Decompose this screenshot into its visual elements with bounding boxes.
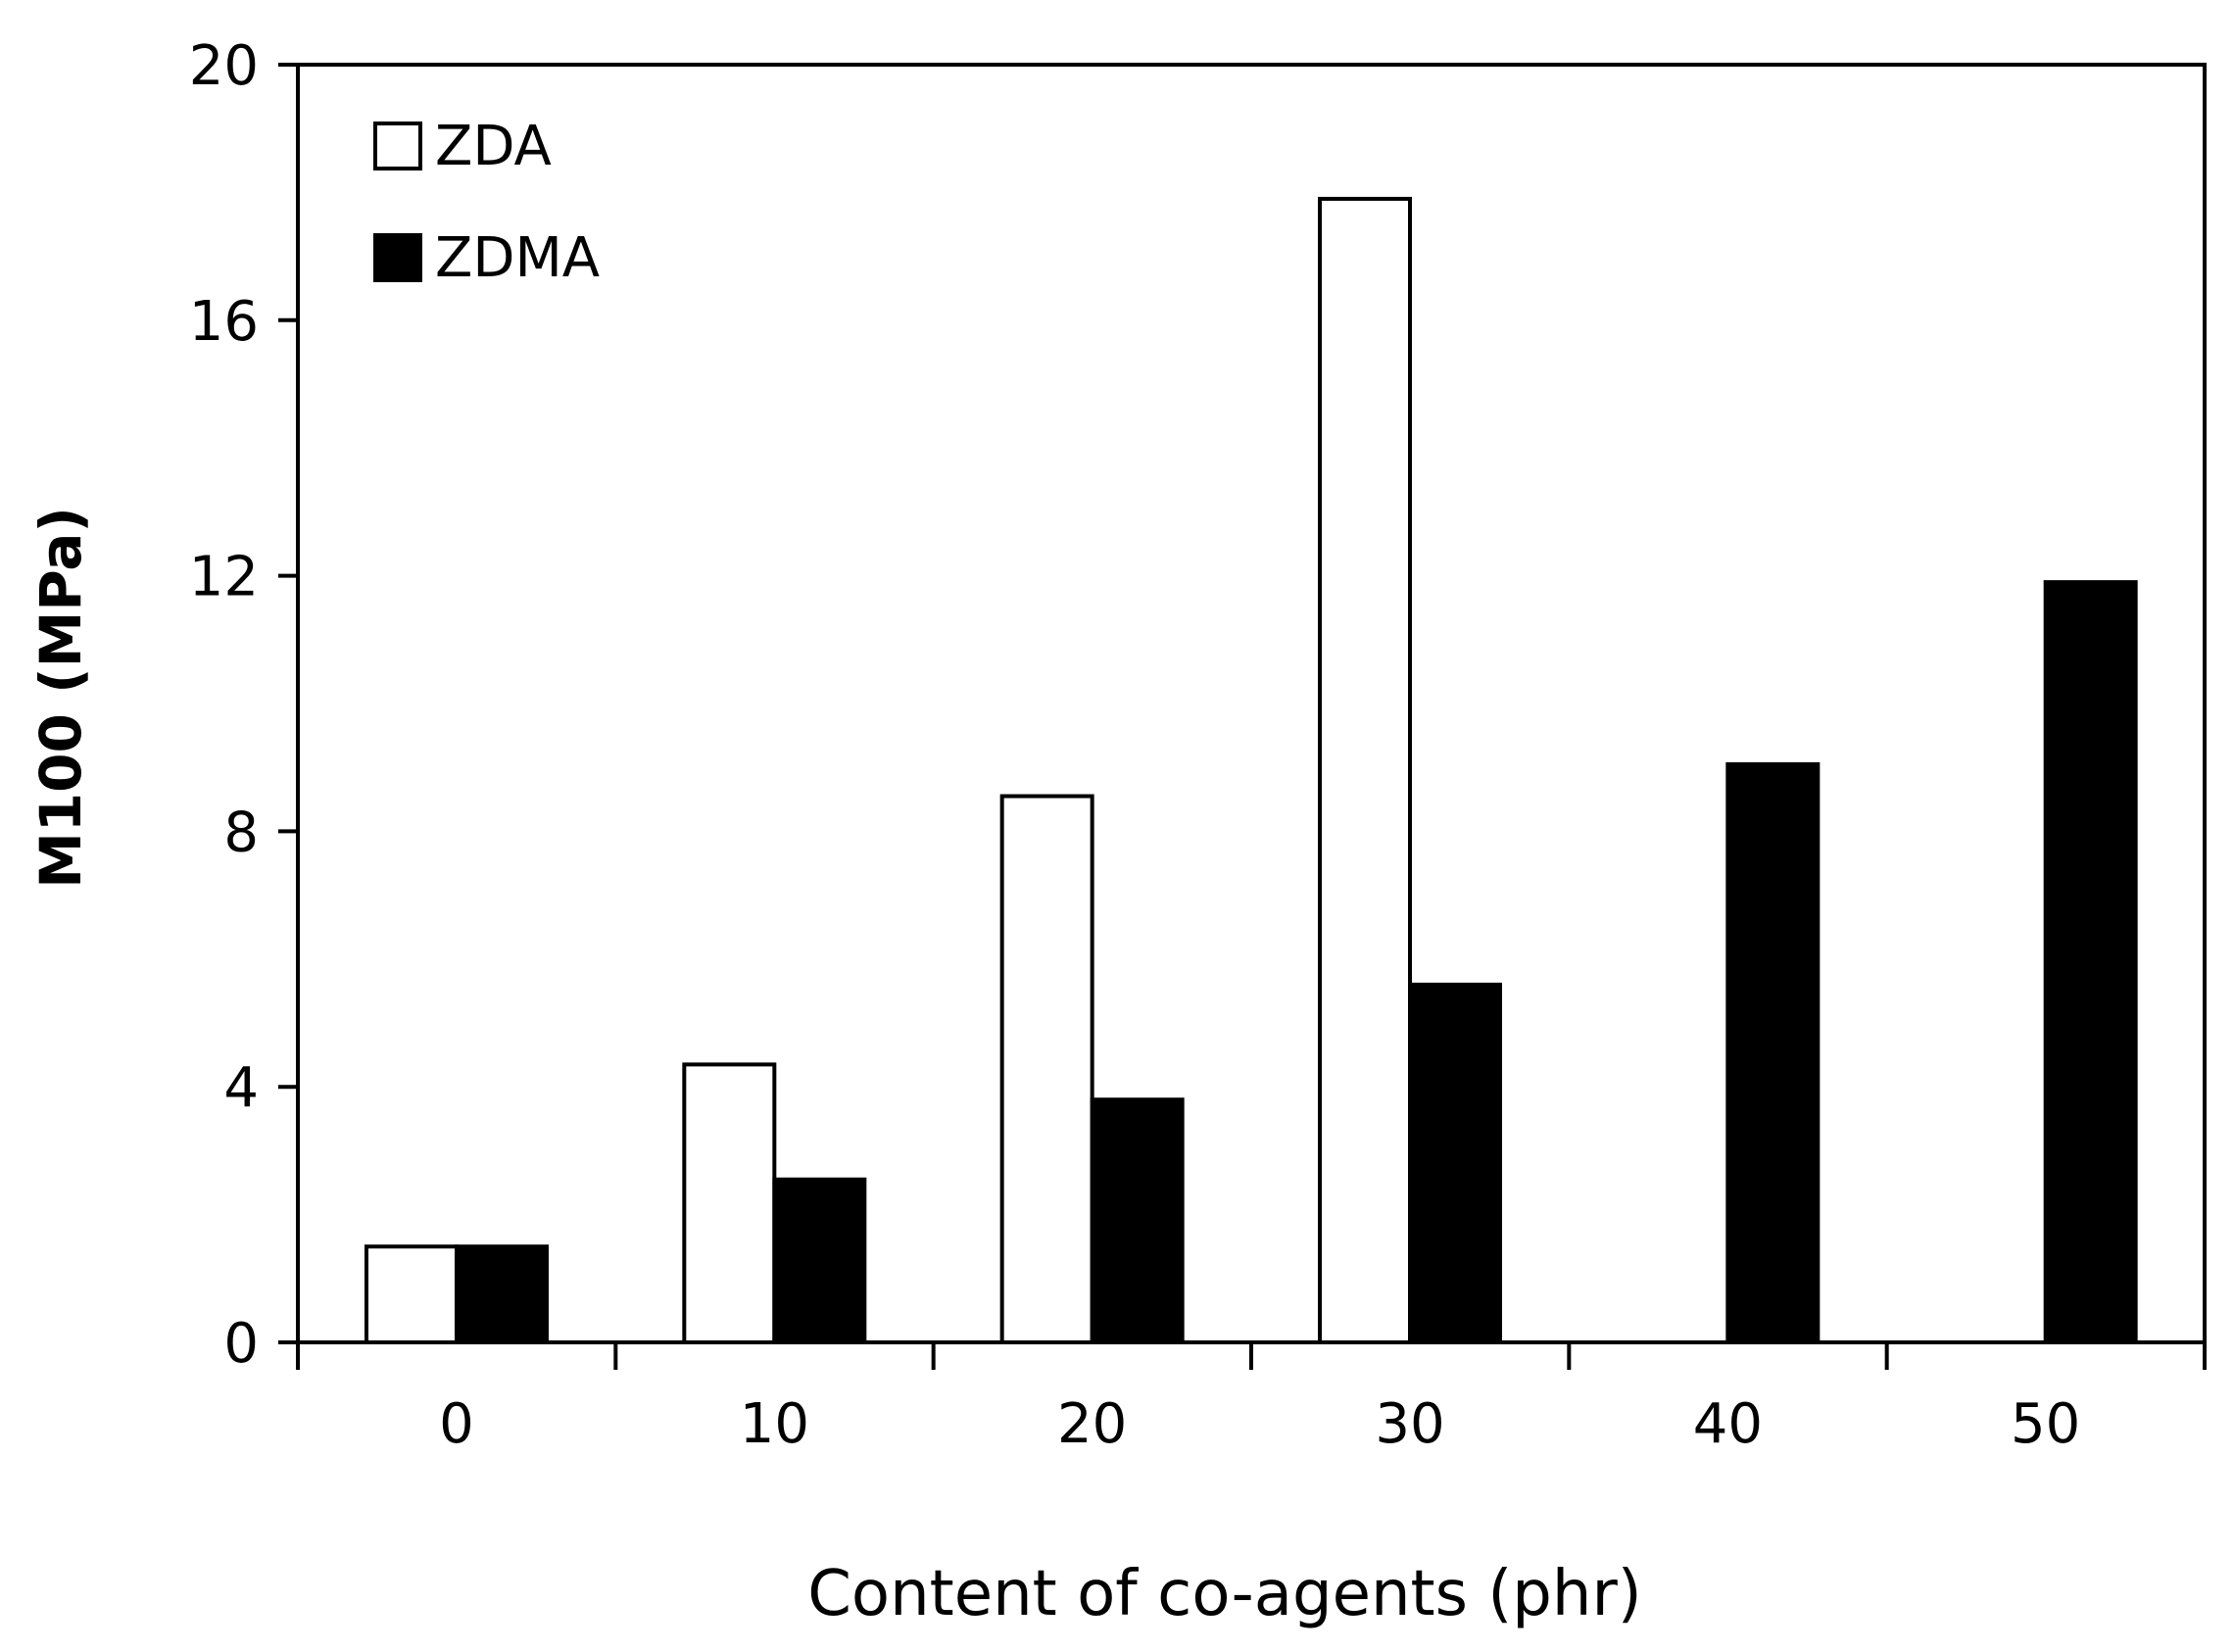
legend-swatch-zda [373,121,422,170]
x-tick-label-50: 50 [2011,1392,2080,1456]
bar-zda-20 [999,794,1094,1344]
x-tick-label-0: 0 [439,1392,474,1456]
x-axis-title: Content of co-agents (phr) [807,1558,1642,1630]
ticks-layer: 0 4 8 12 16 20 0 10 20 30 40 50 [189,34,2207,1456]
x-tick-label-10: 10 [740,1392,809,1456]
y-tick-label-8: 8 [223,801,259,864]
legend-label-zda: ZDA [435,115,552,178]
bar-zdma-20 [1090,1097,1185,1344]
bar-zda-0 [364,1244,459,1344]
y-tick-label-0: 0 [223,1312,259,1376]
y-tick-label-4: 4 [223,1056,259,1120]
legend: ZDA ZDMA [373,115,600,290]
x-tick-label-30: 30 [1375,1392,1444,1456]
y-tick-label-16: 16 [189,290,259,354]
bar-zdma-10 [772,1177,867,1344]
y-tick-label-12: 12 [189,546,259,609]
legend-swatch-zdma [373,233,422,282]
x-tick-label-40: 40 [1693,1392,1763,1456]
bar-zda-10 [682,1062,777,1344]
y-axis-title: M100 (MPa) [27,507,94,889]
bar-zda-30 [1318,196,1412,1344]
bar-zdma-50 [2043,580,2138,1344]
y-tick-label-20: 20 [189,34,259,98]
bars-layer [364,196,2138,1344]
legend-label-zdma: ZDMA [435,226,600,290]
bar-zdma-0 [455,1244,549,1344]
x-tick-label-20: 20 [1057,1392,1127,1456]
bar-zdma-30 [1408,982,1502,1344]
bar-zdma-40 [1725,761,1821,1344]
